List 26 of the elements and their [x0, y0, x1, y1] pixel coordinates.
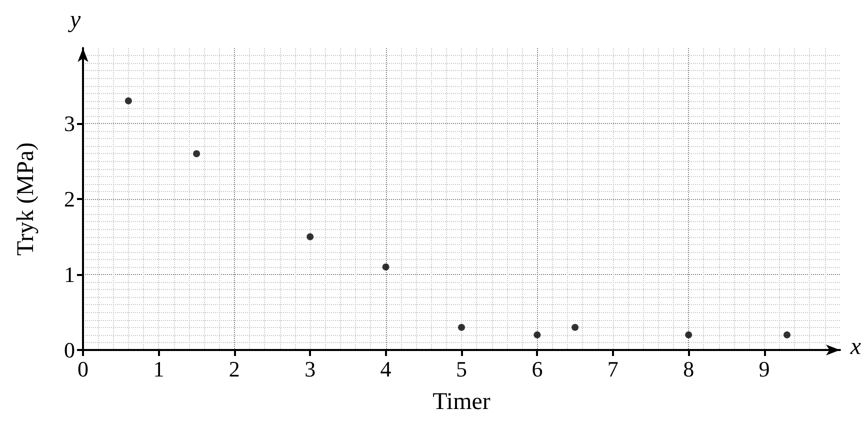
- text: y: [68, 7, 81, 33]
- point: [784, 331, 791, 338]
- point: [685, 331, 692, 338]
- x-axis-title: Timer: [432, 389, 490, 415]
- point: [382, 263, 390, 270]
- x-tick-label: 1: [153, 356, 164, 382]
- x-tick-label: 2: [228, 356, 240, 382]
- point: [572, 324, 579, 331]
- y-tick-label: 3: [64, 111, 75, 136]
- y-tick-label: 0: [64, 338, 75, 362]
- x-tick-label: 5: [456, 356, 467, 382]
- point: [124, 97, 132, 104]
- x-tick-label: 8: [683, 356, 694, 382]
- point: [458, 324, 465, 331]
- point: [534, 331, 541, 338]
- text: x: [849, 334, 862, 360]
- x-tick-label: 6: [532, 356, 543, 382]
- y-tick-label: 1: [64, 262, 75, 287]
- point: [306, 233, 314, 240]
- y-axis-title: Tryk (MPa): [13, 142, 39, 256]
- x-tick-label: 9: [758, 356, 770, 382]
- x-tick-label: 7: [607, 356, 618, 382]
- y-tick-label: 2: [64, 186, 75, 212]
- x-tick-label: 3: [304, 356, 316, 382]
- point: [193, 150, 200, 158]
- x-tick-label: 4: [380, 356, 392, 382]
